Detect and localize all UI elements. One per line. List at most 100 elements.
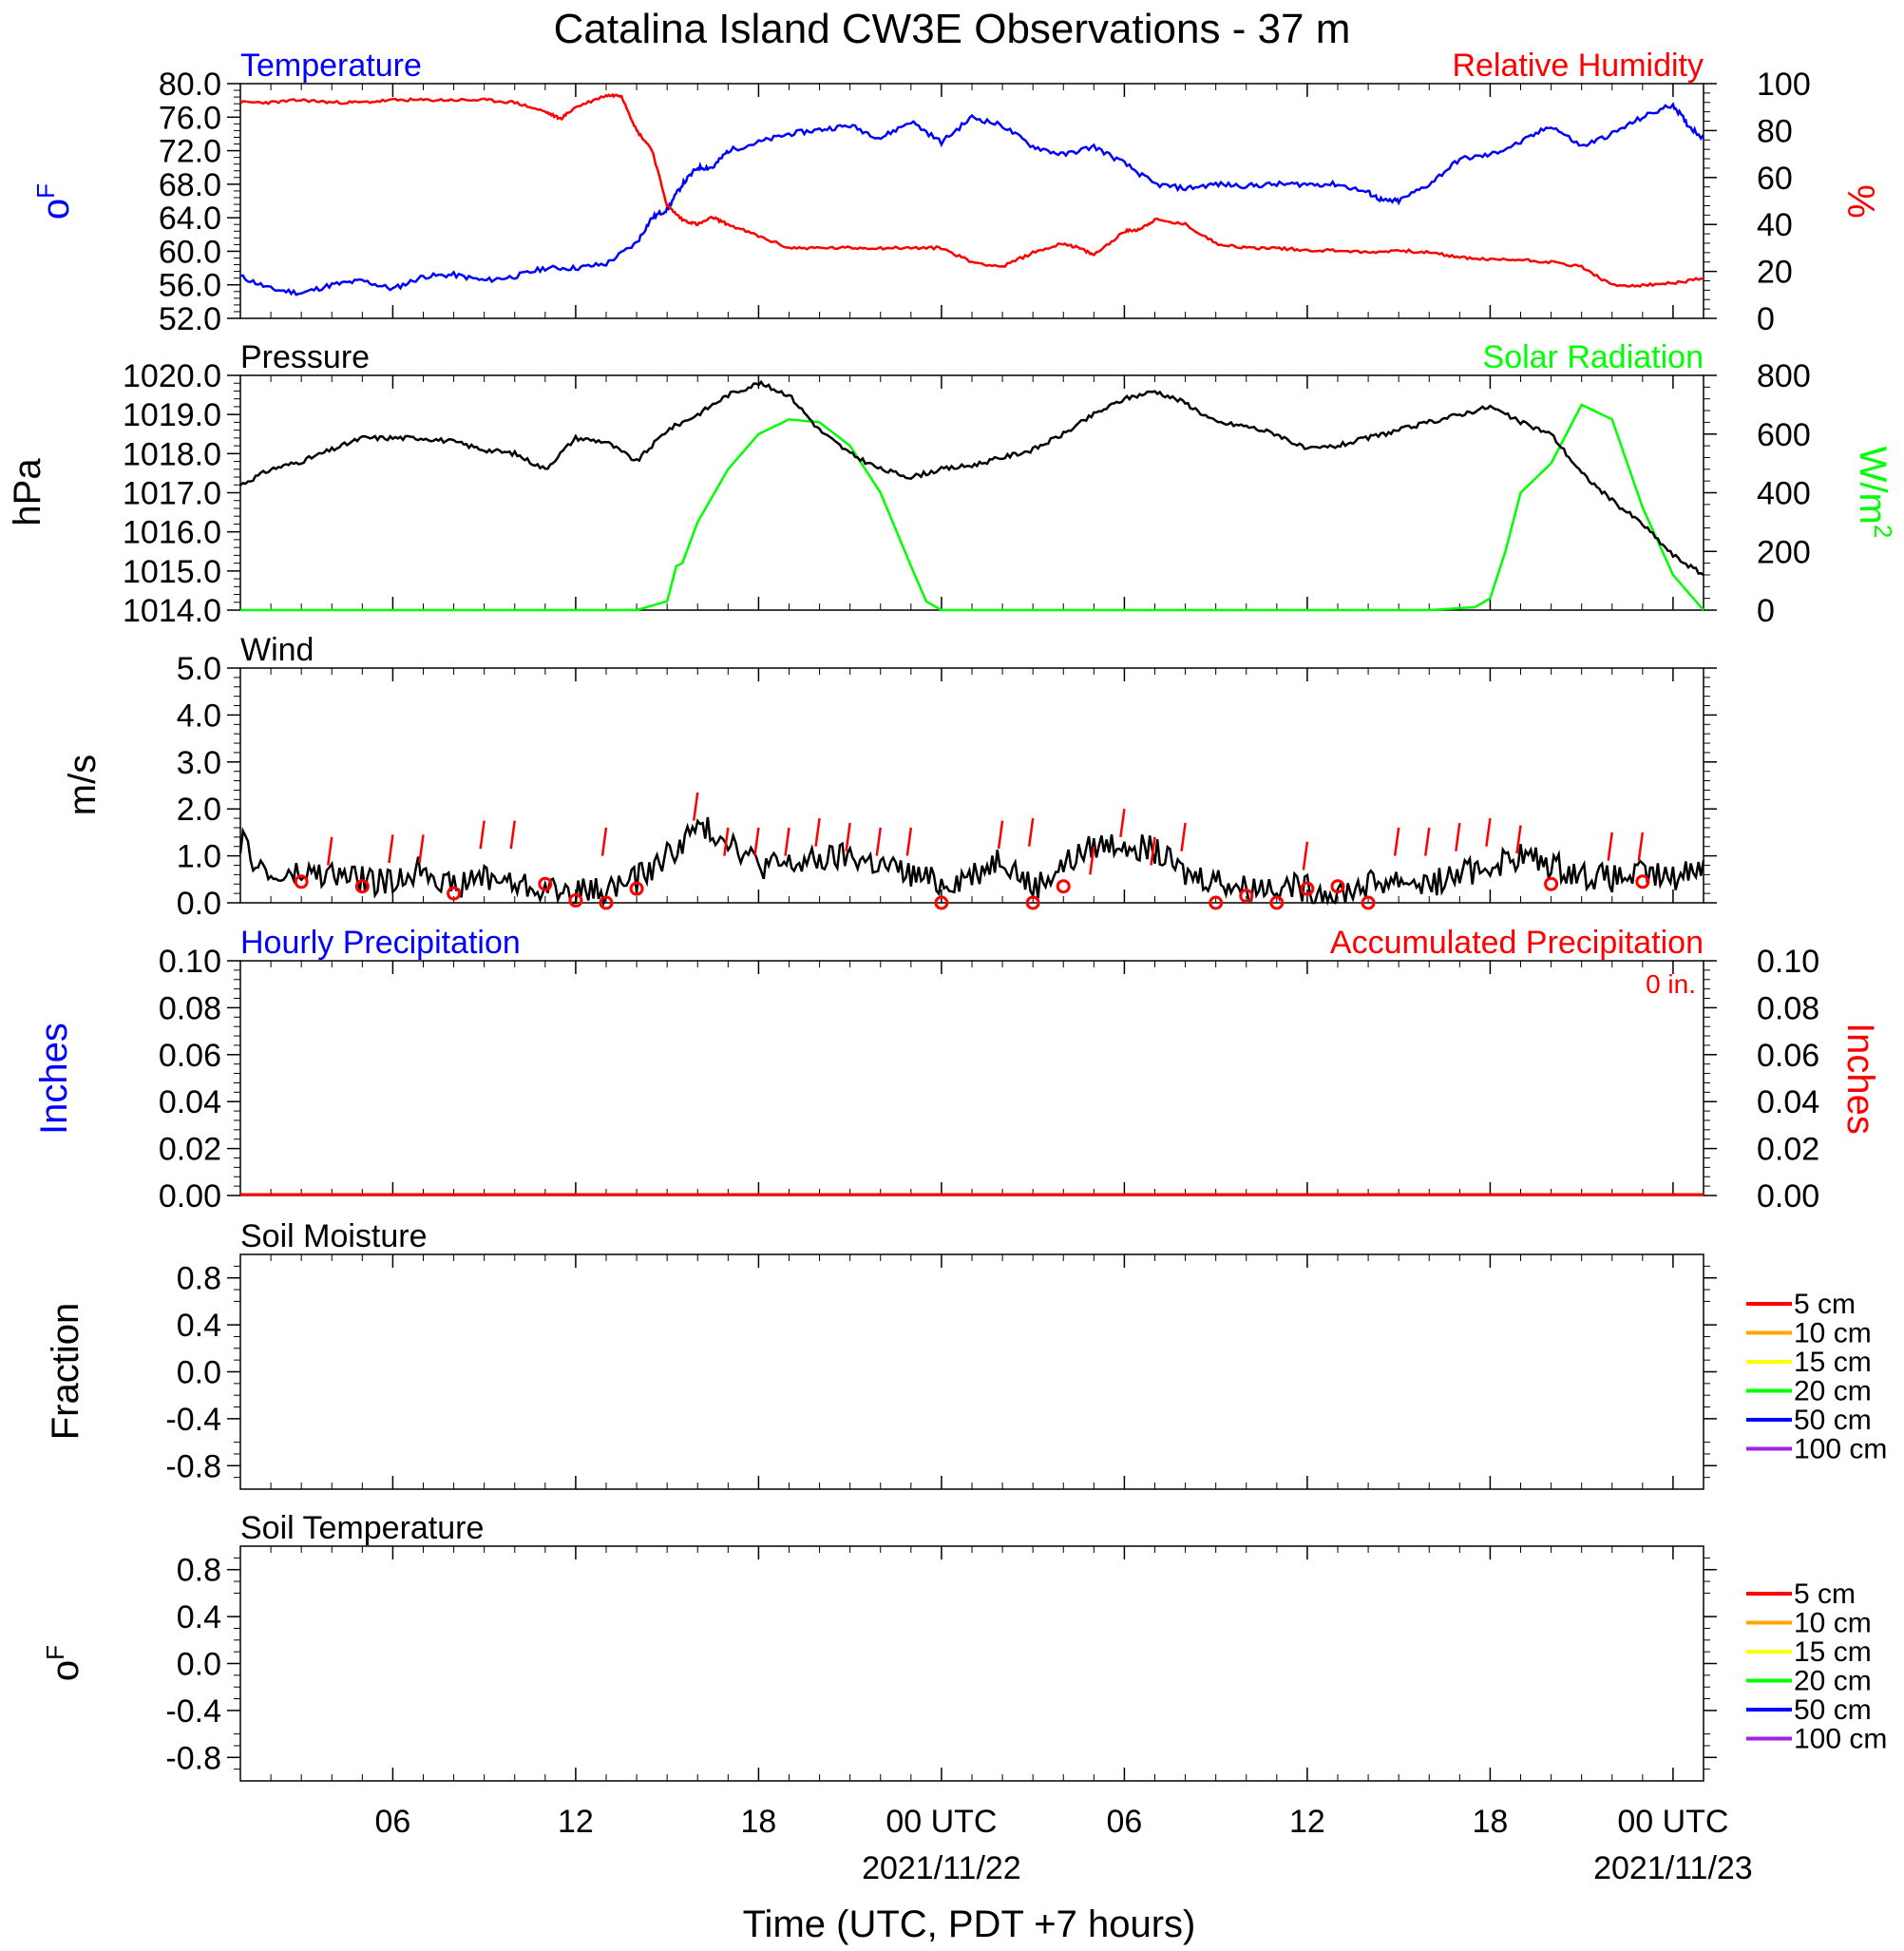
y-right-tick-label: 0.06	[1757, 1038, 1819, 1074]
wind-direction-marker	[1209, 895, 1224, 910]
plot-frame	[239, 960, 1704, 1196]
x-tick-label: 12	[558, 1804, 594, 1840]
y-right-tick-label: 0.04	[1757, 1084, 1819, 1120]
wind-gust-tick	[327, 836, 333, 866]
y-tick-label: 80.0	[159, 67, 221, 103]
x-tick-label: 18	[1473, 1804, 1509, 1840]
y-tick-label: 1019.0	[123, 397, 221, 433]
y-tick-label: 76.0	[159, 100, 221, 136]
wind-gust-tick	[875, 827, 882, 856]
y-right-tick-label: 800	[1757, 358, 1811, 394]
wind-direction-marker	[447, 886, 462, 901]
y-tick-label: 0.00	[159, 1178, 221, 1215]
y-tick-label: 1017.0	[123, 476, 221, 512]
x-date-label: 2021/11/22	[862, 1850, 1021, 1886]
y-tick-label: 64.0	[159, 201, 221, 237]
wind-direction-marker	[934, 895, 949, 910]
y-right-tick-label: 0.02	[1757, 1132, 1819, 1168]
wind-gust-tick	[845, 822, 851, 851]
y-tick-label: 72.0	[159, 134, 221, 170]
y-tick-label: 0.0	[177, 1355, 221, 1391]
y-right-tick-label: 80	[1757, 113, 1793, 149]
y-tick-label: 0.04	[159, 1084, 221, 1120]
y-tick-label: 52.0	[159, 301, 221, 337]
y-right-tick-label: 20	[1757, 255, 1793, 291]
y-tick-label: 0.10	[159, 944, 221, 980]
y-tick-label: 1020.0	[123, 358, 221, 394]
y-right-tick-label: 40	[1757, 207, 1793, 243]
legend-label: 10 cm	[1794, 1318, 1872, 1349]
legend-label: 15 cm	[1794, 1636, 1872, 1668]
wind-gust-tick	[1180, 822, 1187, 851]
panel-left-title: Wind	[240, 632, 314, 668]
x-axis-label: Time (UTC, PDT +7 hours)	[743, 1903, 1196, 1945]
y-right-tick-label: 60	[1757, 161, 1793, 197]
y-tick-label: 0.4	[177, 1308, 221, 1344]
x-tick-label: 18	[741, 1804, 777, 1840]
temperature-line	[239, 102, 1705, 296]
y-tick-label: 0.8	[177, 1553, 221, 1589]
time-axis: 06 12 18 00 UTC 06 12 18 00 UTC 2021/11/22 2021/1…	[375, 1804, 1753, 1886]
wind-gust-tick	[693, 792, 699, 821]
y-tick-label: 1018.0	[123, 436, 221, 472]
pressure-line	[239, 379, 1704, 577]
precipitation-total: 0 in.	[1646, 969, 1696, 999]
wind-gust-tick	[1485, 817, 1492, 847]
y-axis-label-hourly-precip: Inches	[33, 1023, 75, 1135]
legend-label: 5 cm	[1794, 1289, 1856, 1320]
y-axis-label-temperature: oF	[31, 183, 77, 220]
wind-direction-marker	[1239, 889, 1254, 904]
y-right-tick-label: 400	[1757, 476, 1811, 512]
wind-gust-tick	[1455, 822, 1461, 851]
wind-gust-tick	[723, 827, 730, 856]
y-tick-label: -0.4	[165, 1693, 221, 1730]
y-tick-label: 5.0	[177, 651, 221, 687]
y-right-tick-label: 0.00	[1757, 1178, 1819, 1215]
wind-gust-tick	[753, 827, 760, 856]
y-tick-label: -0.8	[165, 1448, 221, 1484]
y-axis-label-pressure: hPa	[7, 458, 48, 526]
wind-gust-tick	[509, 820, 516, 850]
y-tick-label: 2.0	[177, 792, 221, 828]
wind-direction-marker	[629, 881, 644, 896]
wind-gust-tick	[1027, 817, 1035, 847]
wind-gust-tick	[1393, 827, 1400, 856]
y-right-tick-label: 0	[1757, 593, 1775, 629]
y-tick-label: 0.8	[177, 1261, 221, 1297]
plot-frame	[239, 667, 1704, 904]
precipitation-panel: 0.10 0.08 0.06 0.04 0.02 0.00 0.10 0.08 0.06 0.04…	[33, 925, 1881, 1215]
y-right-tick-label: 100	[1757, 67, 1811, 103]
wind-direction-marker	[568, 893, 583, 909]
wind-gust-tick	[1515, 825, 1522, 854]
wind-direction-marker	[294, 874, 309, 889]
panel-left-title: Soil Temperature	[240, 1510, 484, 1546]
y-tick-label: 1.0	[177, 839, 221, 875]
wind-direction-marker	[1361, 895, 1376, 910]
panel-right-title: Relative Humidity	[1452, 48, 1704, 84]
y-axis-label-humidity: %	[1839, 184, 1881, 219]
plot-frame	[239, 1253, 1704, 1490]
wind-direction-marker	[1544, 876, 1559, 891]
legend-label: 5 cm	[1794, 1578, 1856, 1610]
panel-right-title: Solar Radiation	[1483, 339, 1704, 375]
humidity-line	[239, 92, 1704, 288]
wind-gust-tick	[1607, 832, 1613, 861]
wind-speed-line	[238, 816, 1705, 908]
panel-right-title: Accumulated Precipitation	[1330, 925, 1704, 961]
wind-direction-marker	[1025, 895, 1040, 910]
plot-frame	[239, 374, 1704, 611]
y-tick-label: 60.0	[159, 234, 221, 270]
x-tick-label: 06	[375, 1804, 411, 1840]
y-axis-label-wind: m/s	[62, 755, 104, 815]
soil-moisture-panel: 0.8 0.4 0.0 -0.4 -0.8 Soil Moisture Fraction 5 …	[45, 1218, 1887, 1490]
wind-gust-tick	[1089, 846, 1095, 875]
y-tick-label: 0.06	[159, 1038, 221, 1074]
wind-gust-tick	[600, 827, 608, 856]
chart-title: Catalina Island CW3E Observations - 37 m	[554, 6, 1351, 52]
wind-gust-tick	[418, 834, 425, 864]
wind-direction-marker	[1056, 879, 1071, 894]
y-right-tick-label: 0	[1757, 301, 1775, 337]
wind-gust-tick	[1637, 832, 1645, 861]
